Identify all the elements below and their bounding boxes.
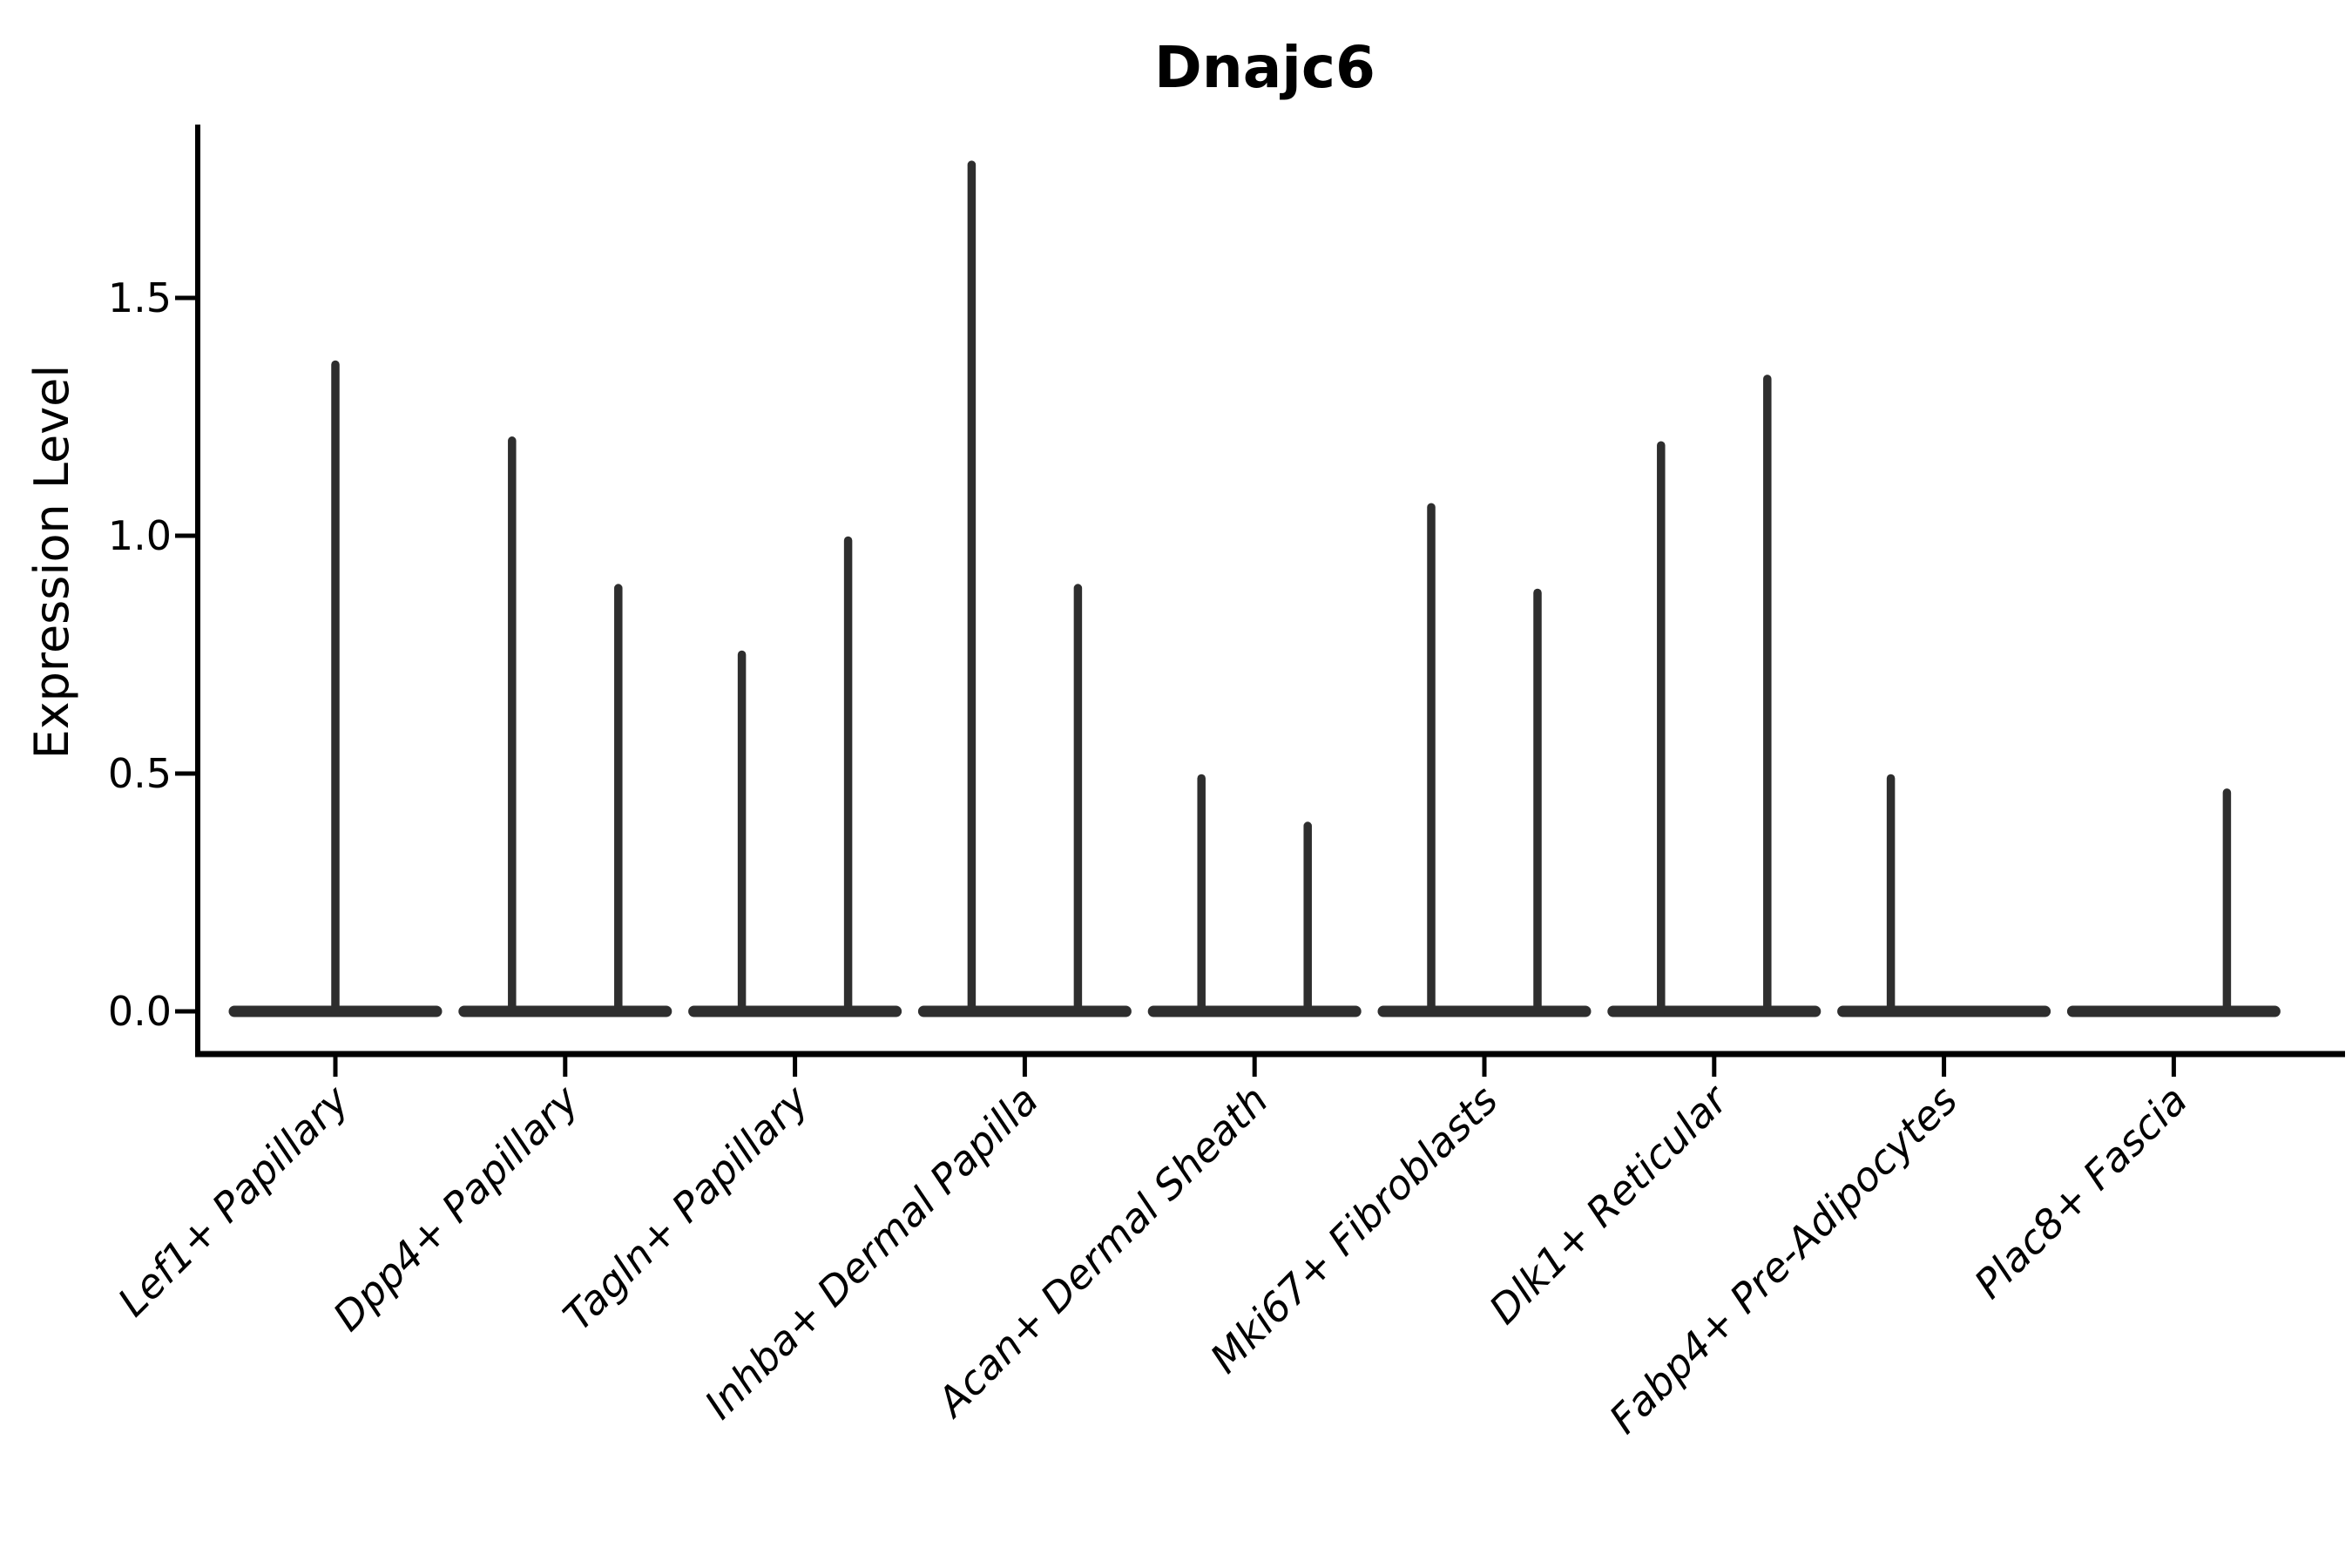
violin-group [688, 536, 902, 1017]
x-tick-label: Tagln+ Papillary [554, 1076, 818, 1340]
violin-group [228, 360, 443, 1017]
x-tick-label: Dlk1+ Reticular [1480, 1074, 1739, 1333]
violin-group [1837, 774, 2051, 1017]
violin-group [1377, 503, 1592, 1017]
x-tick-label: Plac8+ Fascia [1965, 1077, 2196, 1308]
y-tick-label: 0.5 [108, 750, 172, 797]
violin-group [1607, 375, 1821, 1017]
violin-group [458, 436, 672, 1017]
y-axis-label: Expression Level [24, 365, 79, 760]
x-tick-label: Lef1+ Papillary [109, 1076, 358, 1325]
y-tick-label: 0.0 [108, 988, 172, 1035]
chart-title: Dnajc6 [1154, 34, 1375, 101]
x-tick-label: Dpp4+ Papillary [324, 1076, 588, 1340]
y-tick-label: 1.5 [108, 274, 172, 321]
violin-group [917, 160, 1132, 1017]
violin-group [1147, 774, 1362, 1017]
violin-layer [228, 160, 2281, 1017]
violin-group [2066, 788, 2281, 1017]
y-tick-label: 1.0 [108, 512, 172, 559]
